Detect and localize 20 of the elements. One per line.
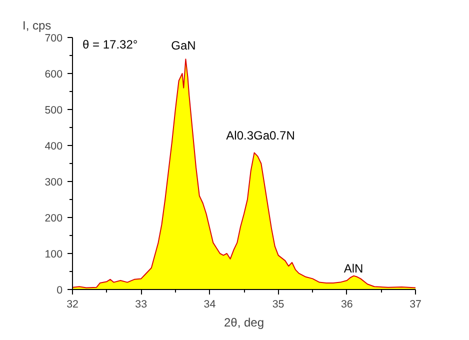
x-tick-label: 32 bbox=[66, 298, 78, 310]
annotation: θ = 17.32° bbox=[82, 38, 138, 52]
annotation: Al0.3Ga0.7N bbox=[226, 128, 295, 142]
x-tick-label: 36 bbox=[340, 298, 353, 310]
y-tick-label: 700 bbox=[44, 32, 63, 44]
x-tick-label: 34 bbox=[204, 298, 216, 310]
x-tick-label: 37 bbox=[410, 298, 422, 310]
annotation: AlN bbox=[344, 262, 364, 276]
y-tick-label: 600 bbox=[44, 68, 63, 80]
y-tick-label: 100 bbox=[44, 248, 63, 260]
x-tick-label: 33 bbox=[135, 298, 148, 310]
y-tick-label: 500 bbox=[44, 104, 63, 116]
y-tick-label: 200 bbox=[44, 212, 63, 224]
y-tick-label: 400 bbox=[44, 140, 63, 152]
y-tick-label: 300 bbox=[44, 176, 63, 188]
y-axis-title: I, cps bbox=[22, 18, 52, 32]
annotation: GaN bbox=[171, 38, 196, 52]
x-axis-title: 2θ, deg bbox=[224, 316, 264, 330]
x-tick-label: 35 bbox=[272, 298, 284, 310]
y-tick-label: 0 bbox=[56, 284, 63, 296]
